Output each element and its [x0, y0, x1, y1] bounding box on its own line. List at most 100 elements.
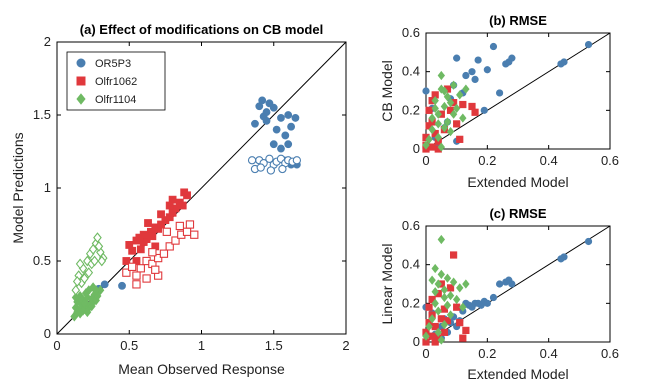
data-point-or5p3-modified- [247, 156, 257, 165]
data-point-olfr1104 [425, 134, 433, 144]
data-point-olfr1104 [89, 282, 98, 293]
x-tick-label: 0.5 [120, 338, 138, 353]
data-point-olfr1062 [449, 251, 458, 259]
y-tick-label: 1 [44, 180, 51, 195]
data-point-or5p3 [262, 116, 271, 125]
data-point-olfr1104 [440, 86, 449, 96]
data-point-olfr1104-modified- [71, 284, 81, 296]
data-point-olfr1104 [440, 319, 449, 330]
data-point-or5p3 [508, 280, 516, 288]
data-point-olfr1104 [437, 70, 446, 81]
legend: OR5P3 Olfr1062 Olfr1104 [66, 51, 166, 111]
y-tick-label: 0 [413, 141, 420, 156]
data-point-olfr1104 [431, 298, 439, 308]
y-tick-label: 0.2 [402, 102, 420, 117]
data-point-olfr1104-modified- [75, 258, 85, 270]
data-point-olfr1104 [422, 331, 430, 341]
data-point-or5p3 [287, 122, 295, 131]
data-point-olfr1062-modified- [122, 268, 131, 277]
data-point-olfr1104 [92, 285, 100, 296]
data-point-olfr1062-modified- [182, 227, 192, 236]
data-point-olfr1104 [437, 335, 446, 345]
data-point-olfr1062 [459, 334, 467, 342]
data-point-or5p3 [284, 111, 293, 119]
data-point-olfr1062 [440, 328, 449, 336]
data-point-olfr1104 [431, 96, 439, 106]
y-tick-label: 0.2 [402, 295, 420, 310]
y-tick-label: 0.6 [402, 218, 420, 233]
data-points [422, 234, 593, 346]
data-point-olfr1104-modified- [90, 255, 99, 267]
data-point-olfr1062 [157, 210, 165, 219]
legend-marker-olfr1104 [76, 93, 86, 105]
data-point-olfr1104 [431, 103, 439, 114]
data-point-olfr1104 [437, 234, 446, 245]
data-point-or5p3 [251, 119, 259, 128]
data-point-or5p3-modified- [266, 166, 276, 175]
x-tick-label: 0 [53, 338, 60, 353]
x-tick-label: 0 [422, 153, 429, 168]
legend-marker-olfr1062 [76, 76, 86, 86]
data-point-olfr1062 [459, 100, 467, 109]
data-point-olfr1104 [83, 307, 92, 318]
data-point-olfr1104-modified- [93, 232, 102, 244]
y-tick-label: 2 [44, 34, 51, 49]
chart-title: (a) Effect of modifications on CB model [80, 22, 323, 37]
data-point-olfr1104 [428, 314, 436, 324]
data-point-olfr1104 [71, 292, 80, 303]
x-tick-label: 0.2 [478, 153, 496, 168]
data-point-olfr1062 [456, 135, 464, 143]
data-point-olfr1062-modified- [151, 265, 160, 274]
data-point-olfr1062-modified- [132, 271, 141, 280]
data-point-or5p3 [291, 114, 300, 122]
data-point-or5p3-modified- [278, 164, 287, 174]
data-points [422, 40, 593, 153]
data-point-olfr1062 [135, 233, 144, 242]
data-point-or5p3 [560, 253, 568, 261]
data-point-olfr1104-modified- [83, 255, 92, 267]
data-point-or5p3 [471, 75, 479, 83]
y-tick-label: 0 [44, 326, 51, 341]
x-axis-label: Extended Model [467, 366, 568, 382]
data-point-olfr1062-modified- [175, 221, 184, 231]
data-point-olfr1104 [462, 279, 470, 289]
data-point-olfr1062 [136, 245, 145, 254]
data-point-olfr1062 [157, 220, 165, 229]
data-point-olfr1062 [456, 319, 464, 327]
data-point-olfr1104 [431, 263, 439, 274]
legend-entry-or5p3: OR5P3 [95, 58, 131, 70]
data-point-olfr1104 [452, 103, 461, 114]
data-point-olfr1104 [428, 275, 436, 285]
data-point-olfr1104 [431, 287, 439, 297]
data-point-olfr1104-modified- [97, 255, 107, 267]
panel-a-effect-of-modifications: 0 0.5 1 1.5 2 0 0.5 1 1.5 2 (a) Effect of modifica… [10, 22, 350, 377]
data-point-or5p3 [262, 108, 271, 116]
x-tick-label: 2 [342, 338, 349, 353]
data-point-olfr1104 [437, 269, 446, 279]
data-point-olfr1062-modified- [154, 253, 163, 263]
data-point-olfr1104 [434, 306, 442, 316]
data-point-or5p3 [474, 56, 482, 64]
data-point-olfr1062-modified- [185, 220, 195, 229]
x-tick-label: 0.6 [601, 153, 619, 168]
data-point-or5p3-modified- [256, 163, 265, 172]
data-point-olfr1062 [428, 143, 436, 151]
x-tick-label: 0.4 [540, 153, 558, 168]
data-point-or5p3-modified- [292, 156, 302, 165]
identity-line [425, 32, 611, 150]
x-axis-label: Mean Observed Response [118, 361, 285, 377]
data-point-olfr1104 [459, 302, 467, 312]
data-point-olfr1062-modified- [127, 262, 137, 271]
data-point-olfr1062 [453, 120, 461, 128]
data-point-olfr1062 [178, 201, 187, 210]
x-tick-label: 0.6 [601, 346, 619, 361]
data-point-olfr1062-modified- [162, 227, 171, 236]
data-point-or5p3 [508, 54, 516, 62]
data-point-olfr1062 [148, 232, 157, 241]
plot-area-frame [425, 225, 611, 343]
data-point-or5p3 [284, 140, 293, 149]
data-point-olfr1104 [434, 327, 442, 337]
data-point-olfr1104-modified- [84, 267, 94, 279]
data-point-olfr1104 [440, 123, 449, 133]
